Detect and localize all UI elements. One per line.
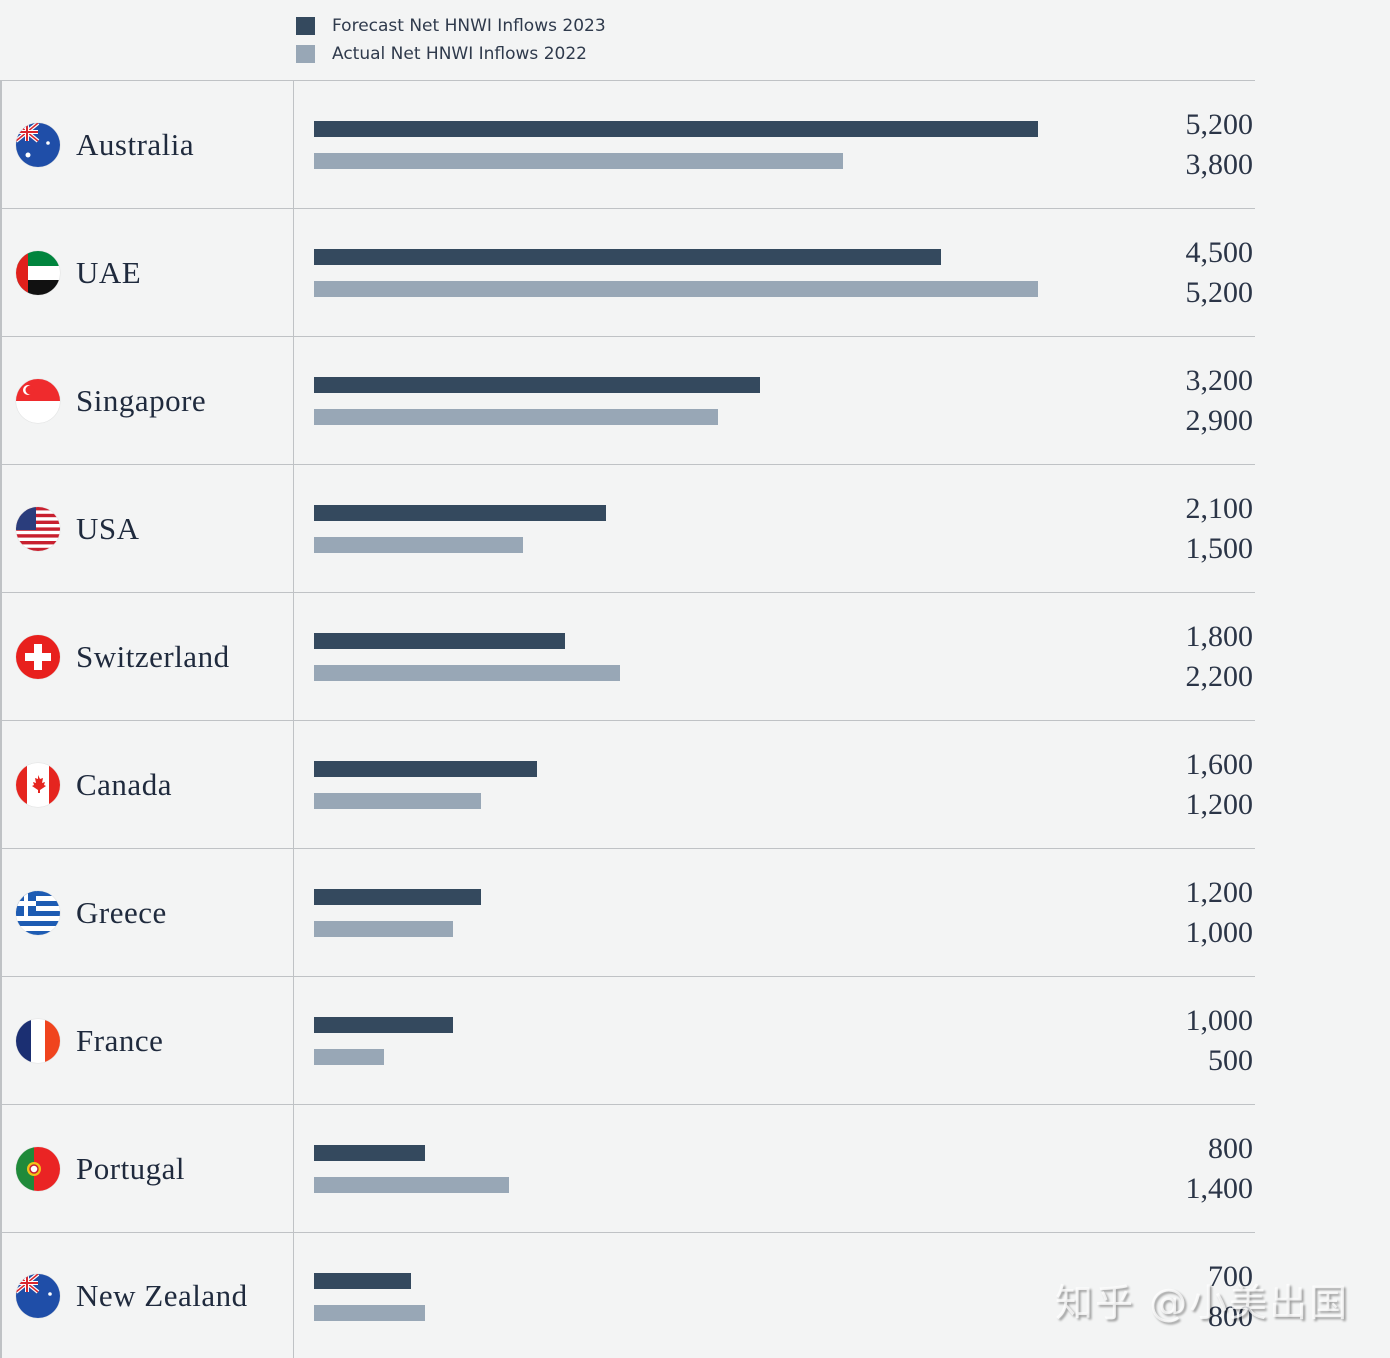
portugal-flag-icon [16, 1146, 60, 1191]
value-labels: 800 1,400 [1186, 1129, 1254, 1209]
table-row: USA 2,100 1,500 [0, 464, 1255, 592]
actual-value: 1,400 [1185, 1172, 1254, 1205]
country-label: Singapore [76, 382, 207, 418]
country-cell: Switzerland [0, 593, 294, 720]
value-labels: 5,200 3,800 [1186, 105, 1254, 185]
forecast-bar [314, 121, 1038, 137]
forecast-value: 1,000 [1185, 1004, 1254, 1037]
actual-bar [314, 665, 620, 681]
actual-swatch-icon [296, 45, 315, 63]
country-cell: New Zealand [0, 1233, 294, 1358]
value-labels: 1,000 500 [1186, 1001, 1254, 1081]
table-row: Portugal 800 1,400 [0, 1104, 1255, 1232]
actual-bar [314, 793, 481, 809]
country-cell: USA [0, 465, 294, 592]
value-labels: 1,600 1,200 [1186, 745, 1254, 825]
country-cell: Portugal [0, 1105, 294, 1232]
actual-value: 500 [1208, 1044, 1253, 1077]
value-labels: 700 800 [1208, 1257, 1253, 1337]
table-row: Australia 5,200 3,800 [0, 80, 1255, 208]
country-cell: Canada [0, 721, 294, 848]
value-labels: 2,100 1,500 [1186, 489, 1254, 569]
legend-item-forecast: Forecast Net HNWI Inflows 2023 [296, 12, 606, 40]
forecast-value: 3,200 [1185, 364, 1254, 397]
country-cell: UAE [0, 209, 294, 336]
actual-value: 1,200 [1185, 788, 1254, 821]
value-labels: 3,200 2,900 [1186, 361, 1254, 441]
forecast-value: 1,800 [1185, 620, 1254, 653]
forecast-value: 800 [1208, 1132, 1253, 1165]
forecast-bar [314, 633, 565, 649]
new-zealand-flag-icon [16, 1273, 60, 1318]
legend-label-forecast: Forecast Net HNWI Inflows 2023 [332, 16, 606, 36]
forecast-value: 2,100 [1185, 492, 1254, 525]
country-label: France [76, 1022, 164, 1058]
forecast-bar [314, 249, 941, 265]
forecast-bar [314, 377, 760, 393]
actual-bar [314, 1305, 425, 1321]
actual-bar [314, 409, 718, 425]
actual-value: 1,500 [1185, 532, 1254, 565]
canada-flag-icon [16, 762, 60, 807]
australia-flag-icon [16, 122, 60, 167]
forecast-value: 1,600 [1185, 748, 1254, 781]
uae-flag-icon [16, 250, 60, 295]
forecast-bar [314, 761, 537, 777]
legend-item-actual: Actual Net HNWI Inflows 2022 [296, 40, 606, 68]
country-label: Australia [76, 126, 195, 162]
actual-value: 800 [1208, 1300, 1253, 1333]
table-row: France 1,000 500 [0, 976, 1255, 1104]
actual-value: 2,900 [1185, 404, 1254, 437]
table-row: Switzerland 1,800 2,200 [0, 592, 1255, 720]
greece-flag-icon [16, 890, 60, 935]
forecast-bar [314, 1017, 453, 1033]
legend-label-actual: Actual Net HNWI Inflows 2022 [332, 44, 587, 64]
actual-bar [314, 281, 1038, 297]
table-row: Canada 1,600 1,200 [0, 720, 1255, 848]
france-flag-icon [16, 1018, 60, 1063]
actual-bar [314, 921, 453, 937]
forecast-bar [314, 889, 481, 905]
usa-flag-icon [16, 506, 60, 551]
actual-value: 1,000 [1185, 916, 1254, 949]
chart-table: Australia 5,200 3,800 UAE 4,500 5,200 Si… [0, 80, 1255, 1358]
table-row: Greece 1,200 1,000 [0, 848, 1255, 976]
country-label: New Zealand [76, 1277, 248, 1313]
table-row: UAE 4,500 5,200 [0, 208, 1255, 336]
country-label: Switzerland [76, 638, 230, 674]
actual-value: 3,800 [1185, 148, 1254, 181]
table-row: Singapore 3,200 2,900 [0, 336, 1255, 464]
value-labels: 1,200 1,000 [1186, 873, 1254, 953]
country-label: Canada [76, 766, 172, 802]
singapore-flag-icon [16, 378, 60, 423]
actual-bar [314, 1049, 384, 1065]
country-cell: Greece [0, 849, 294, 976]
forecast-value: 5,200 [1185, 108, 1254, 141]
country-cell: Singapore [0, 337, 294, 464]
actual-bar [314, 1177, 509, 1193]
country-label: UAE [76, 254, 142, 290]
forecast-bar [314, 505, 606, 521]
table-row: New Zealand 700 800 [0, 1232, 1255, 1358]
forecast-swatch-icon [296, 17, 315, 35]
switzerland-flag-icon [16, 634, 60, 679]
country-label: Portugal [76, 1150, 186, 1186]
value-labels: 4,500 5,200 [1186, 233, 1254, 313]
country-cell: Australia [0, 81, 294, 208]
country-cell: France [0, 977, 294, 1104]
forecast-value: 700 [1208, 1260, 1253, 1293]
actual-bar [314, 537, 523, 553]
watermark: 知乎 @小美出国 [1055, 1281, 1350, 1325]
actual-value: 5,200 [1185, 276, 1254, 309]
forecast-value: 4,500 [1185, 236, 1254, 269]
value-labels: 1,800 2,200 [1186, 617, 1254, 697]
forecast-bar [314, 1145, 425, 1161]
country-label: Greece [76, 894, 167, 930]
forecast-bar [314, 1273, 411, 1289]
chart-legend: Forecast Net HNWI Inflows 2023 Actual Ne… [296, 12, 606, 68]
actual-bar [314, 153, 843, 169]
actual-value: 2,200 [1185, 660, 1254, 693]
country-label: USA [76, 510, 140, 546]
forecast-value: 1,200 [1185, 876, 1254, 909]
